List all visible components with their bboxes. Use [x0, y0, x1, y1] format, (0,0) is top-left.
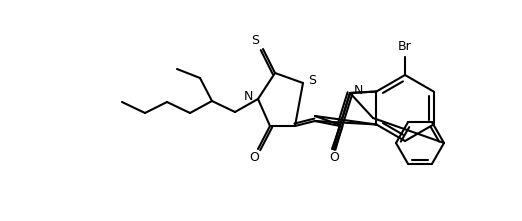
Text: O: O	[249, 151, 259, 164]
Text: O: O	[329, 151, 339, 164]
Text: S: S	[308, 74, 316, 86]
Text: Br: Br	[398, 40, 412, 53]
Text: N: N	[354, 84, 363, 97]
Text: S: S	[251, 34, 259, 47]
Text: N: N	[244, 90, 253, 103]
